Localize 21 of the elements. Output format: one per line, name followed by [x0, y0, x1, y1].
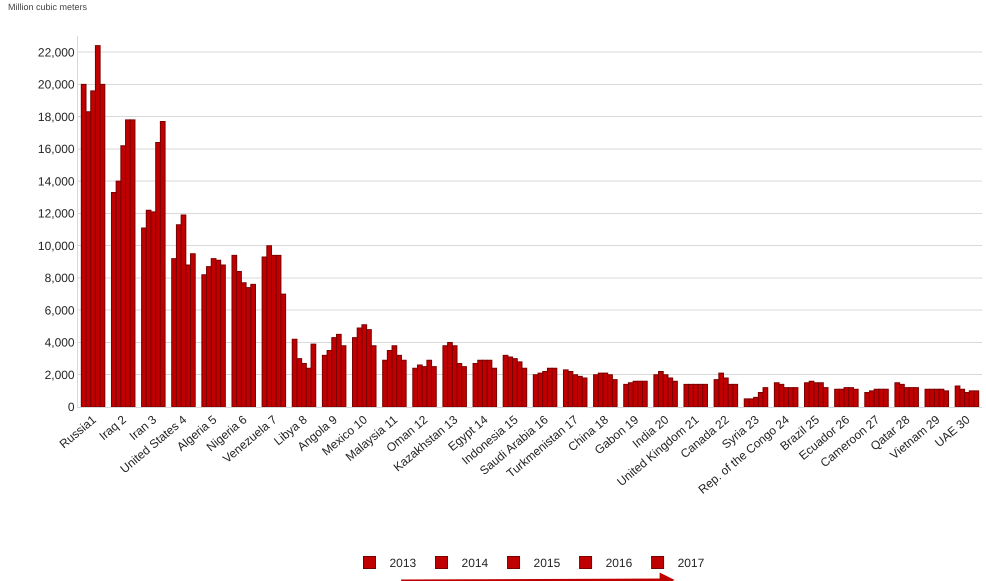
- y-tick-label: 14,000: [38, 174, 75, 188]
- bar: [852, 388, 859, 407]
- legend-label: 2016: [606, 556, 633, 570]
- legend-label: 2017: [678, 556, 705, 570]
- y-axis-title: Million cubic meters: [8, 2, 88, 12]
- y-tick-label: 22,000: [38, 45, 75, 60]
- legend-label: 2014: [462, 556, 489, 570]
- legend-label: 2015: [534, 556, 561, 570]
- bar: [973, 390, 980, 407]
- x-tick-label: Iraq 2: [96, 412, 130, 444]
- y-tick-label: 20,000: [38, 78, 75, 92]
- y-tick-label: 16,000: [38, 142, 75, 156]
- y-tick-label: 6,000: [44, 303, 75, 318]
- y-tick-label: 18,000: [38, 110, 75, 124]
- y-tick-label: 10,000: [38, 238, 75, 253]
- y-tick-label: 8,000: [44, 271, 75, 286]
- y-tick-label: 0: [68, 400, 75, 414]
- y-tick-label: 12,000: [38, 206, 75, 221]
- legend-label: 2013: [390, 556, 417, 570]
- y-tick-label: 4,000: [44, 336, 75, 350]
- y-tick-label: 2,000: [44, 368, 75, 382]
